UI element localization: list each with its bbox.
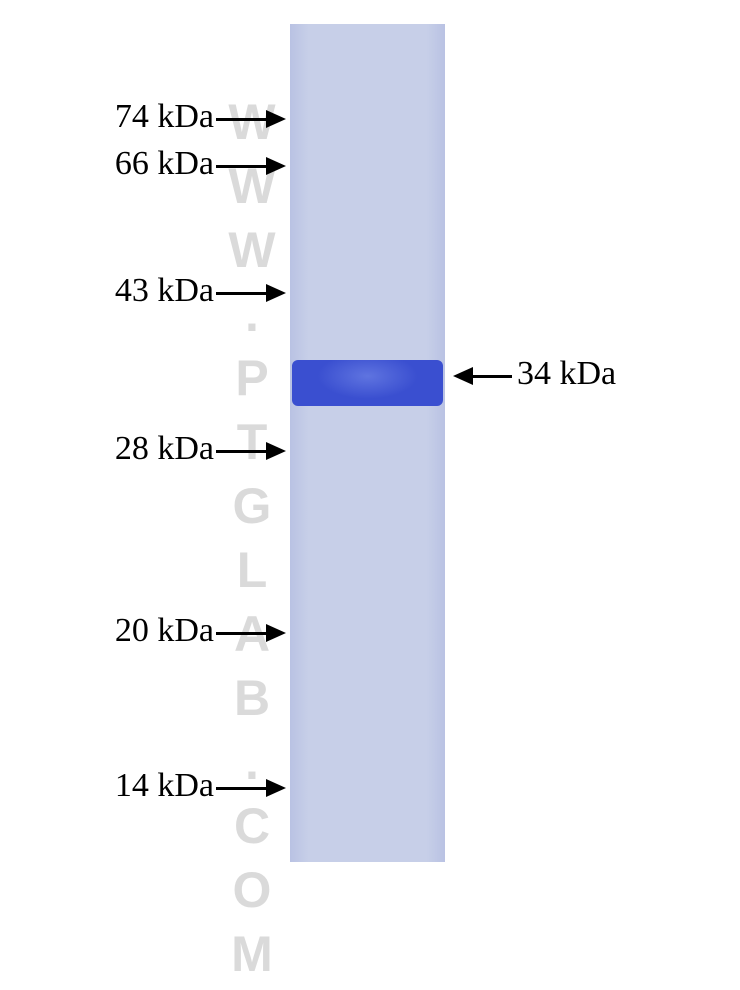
sample-arrow-shaft [473,375,512,378]
arrow-right-icon [266,157,286,175]
ladder-arrow-shaft [216,118,266,121]
sample-label: 34 kDa [517,355,616,393]
ladder-arrow-shaft [216,787,266,790]
arrow-right-icon [266,779,286,797]
arrow-right-icon [266,284,286,302]
ladder-label: 20 kDa [115,612,214,650]
watermark-text: WWW.PTGLAB.COM [223,94,281,990]
gel-lane [290,24,445,862]
ladder-arrow-shaft [216,450,266,453]
ladder-label: 28 kDa [115,430,214,468]
ladder-arrow-shaft [216,632,266,635]
arrow-right-icon [266,624,286,642]
arrow-right-icon [266,442,286,460]
gel-canvas: WWW.PTGLAB.COM 74 kDa66 kDa43 kDa28 kDa2… [0,0,740,879]
ladder-arrow-shaft [216,292,266,295]
sample-band [292,360,443,406]
ladder-label: 74 kDa [115,98,214,136]
arrow-right-icon [266,110,286,128]
ladder-label: 66 kDa [115,145,214,183]
ladder-label: 43 kDa [115,272,214,310]
ladder-label: 14 kDa [115,767,214,805]
arrow-left-icon [453,367,473,385]
ladder-arrow-shaft [216,165,266,168]
